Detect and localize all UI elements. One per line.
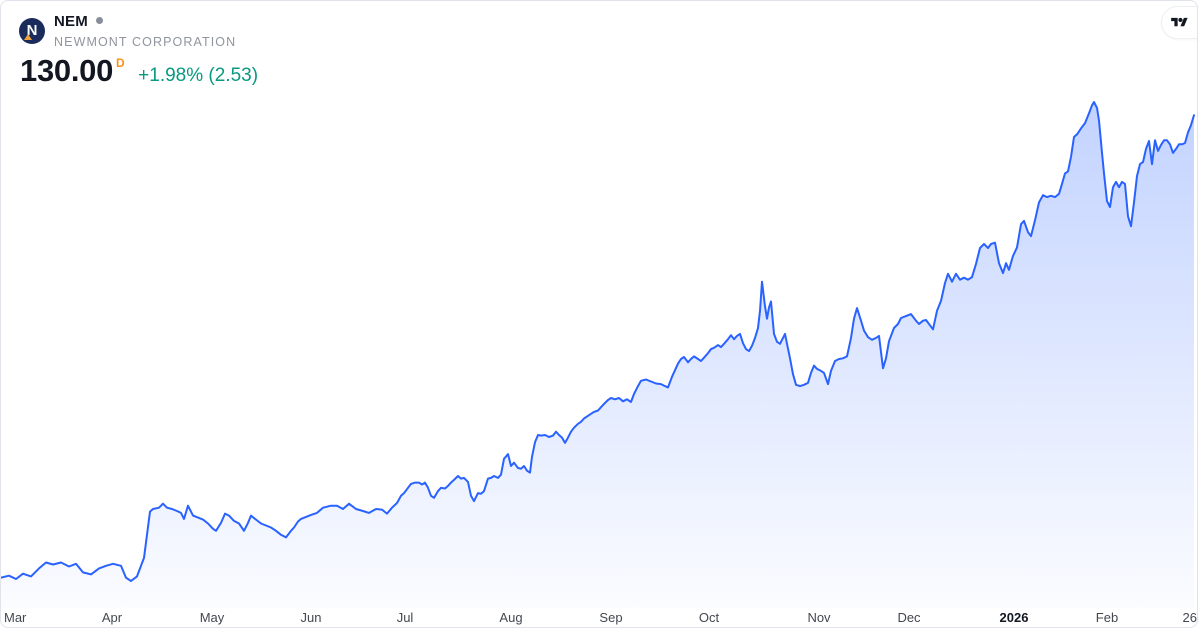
axis-label-jul: Jul <box>396 610 414 625</box>
price-area-chart[interactable] <box>1 1 1198 608</box>
price-change: +1.98% (2.53) <box>138 65 259 86</box>
axis-label-jun: Jun <box>300 610 322 625</box>
axis-label-2026: 2026 <box>999 610 1029 625</box>
price-line-path <box>1 101 1195 582</box>
axis-label-sep: Sep <box>599 610 623 625</box>
market-status-dot <box>95 17 103 24</box>
axis-label-feb: Feb <box>1095 610 1119 625</box>
axis-label-26: 26 <box>1182 610 1197 625</box>
price-area-fill <box>1 102 1194 608</box>
axis-label-aug: Aug <box>499 610 523 625</box>
newmont-logo: N <box>19 18 45 44</box>
axis-label-may: May <box>199 610 225 625</box>
axis-label-mar: Mar <box>4 610 27 625</box>
axis-label-apr: Apr <box>101 610 123 625</box>
logo-letter: N <box>26 22 38 39</box>
x-axis: Mar Apr May Jun Jul Aug Sep Oct Nov Dec 2026 Feb 26 <box>1 608 1197 627</box>
tradingview-icon <box>1171 17 1188 27</box>
axis-label-oct: Oct <box>698 610 720 625</box>
axis-label-nov: Nov <box>807 610 831 625</box>
interval-badge: D <box>116 56 125 70</box>
last-price: 130.00 <box>20 53 114 88</box>
ticker-symbol: NEM <box>54 13 88 30</box>
axis-label-dec: Dec <box>897 610 921 625</box>
company-name: NEWMONT CORPORATION <box>54 35 237 49</box>
symbol-link[interactable]: NEM <box>54 13 103 33</box>
logo-triangle-icon <box>24 34 32 40</box>
tradingview-attribution-button[interactable] <box>1161 6 1197 39</box>
price-row: 130.00 D +1.98% (2.53) <box>20 53 258 89</box>
